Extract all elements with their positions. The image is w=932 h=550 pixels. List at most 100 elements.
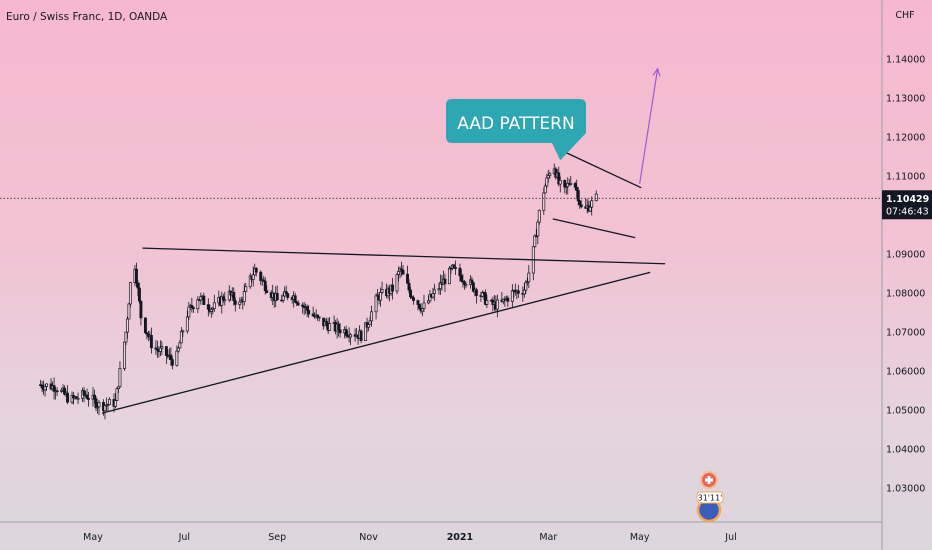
candle-body (379, 292, 382, 301)
trendline-group[interactable] (101, 150, 666, 414)
candle-body (286, 293, 290, 298)
candle-body (447, 267, 451, 285)
candle (543, 183, 547, 194)
candle (127, 302, 131, 320)
candle (590, 196, 594, 216)
candle (87, 391, 90, 407)
candle-body (416, 300, 420, 305)
candle-body (579, 204, 583, 208)
candle (52, 377, 56, 400)
candle-body (546, 175, 550, 179)
time-tick-label: May (630, 532, 650, 543)
candle (513, 283, 517, 296)
candle (359, 329, 363, 344)
trendline[interactable] (561, 150, 642, 189)
candle (265, 285, 269, 294)
candle (94, 395, 98, 411)
candle-body (45, 383, 49, 387)
candle (134, 262, 138, 288)
time-tick-label: Jul (178, 532, 190, 543)
candle-body (181, 330, 185, 333)
candle (302, 302, 306, 316)
candle-body (149, 335, 153, 349)
trendline[interactable] (142, 247, 666, 265)
candle-body (325, 321, 329, 325)
candle (447, 265, 451, 285)
candle-body (123, 341, 126, 369)
candle-body (106, 404, 110, 406)
trendline[interactable] (101, 271, 651, 414)
candle-body (409, 289, 412, 298)
candle (139, 300, 143, 326)
candle-body (136, 282, 140, 289)
time-tick-label: Jul (724, 532, 736, 543)
candle (196, 296, 200, 314)
time-axis[interactable]: May Jul Sep Nov 2021 Mar May Jul (83, 532, 737, 543)
candle-body (337, 323, 341, 331)
candle-body (359, 330, 363, 342)
price-tick-label: 1.07000 (886, 328, 925, 339)
candle-body (160, 346, 164, 349)
candle-body (40, 384, 44, 389)
candle (533, 234, 537, 248)
currency-label: CHF (895, 10, 914, 21)
candle (349, 332, 353, 346)
candle-body (542, 192, 546, 211)
price-tick-label: 1.12000 (886, 133, 925, 144)
candle-body (524, 281, 528, 291)
candle (439, 274, 442, 295)
candle (337, 320, 341, 337)
projection-arrow-line[interactable] (639, 68, 659, 184)
candle (199, 292, 203, 305)
candle (233, 297, 237, 312)
candle-body (374, 295, 378, 313)
candle-body (128, 282, 132, 305)
candle-body (206, 304, 210, 310)
candle-body (395, 274, 399, 292)
time-tick-label: Sep (268, 532, 286, 543)
candle-body (367, 324, 371, 328)
overlay-group: AAD PATTERN 31'11' (0, 67, 882, 523)
candle-body (143, 317, 147, 334)
candle-body (558, 180, 562, 185)
candle (164, 345, 168, 364)
candle-body (244, 286, 248, 292)
candle-body (397, 270, 400, 275)
candle-body (93, 394, 96, 400)
candle (125, 316, 129, 339)
candle (286, 292, 290, 301)
time-tick-label: 2021 (447, 532, 473, 543)
price-axis[interactable]: CHF 1.14000 1.13000 1.12000 1.11000 1.09000 1.… (882, 10, 932, 495)
candle-body (422, 302, 426, 309)
projection-arrow-head (652, 67, 661, 77)
candle (421, 307, 424, 317)
price-tick-label: 1.08000 (886, 289, 925, 300)
candle-body (452, 264, 456, 268)
economic-events-group[interactable]: 31'11' (696, 471, 724, 523)
candle-body (588, 206, 592, 212)
candle (85, 388, 89, 400)
swiss-flag-cross-v (707, 476, 711, 484)
candle-body (293, 295, 297, 303)
annotation-callout[interactable] (446, 99, 586, 161)
candle-body (108, 399, 111, 405)
candle-body (431, 293, 435, 298)
candle (407, 279, 411, 294)
candle (406, 265, 409, 285)
candle (238, 297, 242, 309)
candle-body (527, 272, 531, 283)
candle (128, 281, 132, 308)
candle (118, 361, 122, 388)
candle-body (164, 346, 168, 356)
candle-body (590, 200, 594, 208)
candle-body (265, 290, 269, 293)
candle (244, 282, 248, 293)
candle (401, 265, 405, 275)
candle (317, 316, 321, 322)
candle (516, 284, 520, 298)
candle-body (510, 290, 514, 302)
trendline[interactable] (552, 218, 636, 239)
candle (82, 386, 86, 403)
candle (176, 346, 180, 353)
candle-series (39, 163, 598, 420)
